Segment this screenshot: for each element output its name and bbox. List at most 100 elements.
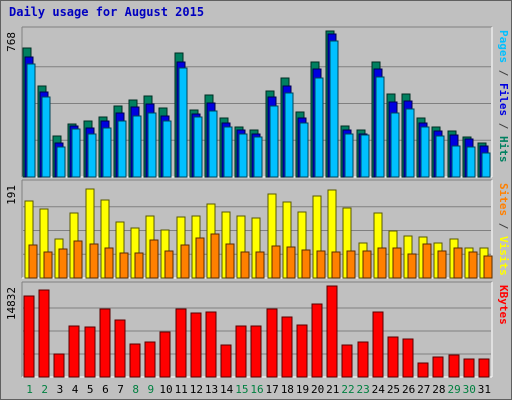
bar-kbytes-day-30 (463, 358, 475, 378)
bar-kbytes-day-6 (99, 308, 111, 378)
bar-pages-day-6 (102, 127, 112, 178)
bar-pages-day-16 (253, 136, 263, 178)
bar-pages-day-18 (284, 92, 294, 178)
bar-sites-day-23 (362, 250, 372, 279)
bar-kbytes-day-13 (205, 311, 217, 378)
x-tick-label-day-23: 23 (357, 383, 370, 396)
y-max-label: 768 (5, 32, 18, 52)
x-tick-label-day-11: 11 (175, 383, 188, 396)
x-tick-label-day-13: 13 (205, 383, 218, 396)
bar-sites-day-13 (210, 233, 220, 279)
bar-sites-day-22 (346, 250, 356, 279)
bar-kbytes-day-26 (402, 338, 414, 378)
bar-pages-day-31 (481, 152, 491, 178)
bar-kbytes-day-16 (250, 325, 262, 378)
bar-kbytes-day-5 (84, 326, 96, 378)
bar-kbytes-day-9 (144, 341, 156, 378)
bar-kbytes-day-18 (281, 316, 293, 378)
bar-sites-day-5 (89, 243, 99, 279)
bar-pages-day-1 (26, 63, 36, 178)
bar-pages-day-4 (71, 128, 81, 178)
bar-sites-day-18 (286, 246, 296, 279)
legend-part: / (497, 116, 510, 136)
bar-pages-day-9 (147, 112, 157, 178)
x-tick-label-day-7: 7 (117, 383, 124, 396)
bar-sites-day-30 (468, 251, 478, 279)
x-tick-label-day-5: 5 (87, 383, 94, 396)
series-legend-label: Sites / Visits (497, 183, 510, 276)
bar-pages-day-21 (329, 40, 339, 178)
bar-sites-day-24 (377, 247, 387, 279)
series-legend-label: Pages / Files / Hits (497, 30, 510, 163)
y-max-label: 14832 (5, 287, 18, 320)
bar-pages-day-8 (132, 115, 142, 178)
bar-sites-day-29 (453, 247, 463, 279)
x-tick-label-day-27: 27 (417, 383, 430, 396)
bar-pages-day-10 (162, 120, 172, 178)
bar-kbytes-day-20 (311, 303, 323, 378)
bar-pages-day-7 (117, 120, 127, 178)
legend-part: / (497, 63, 510, 83)
bar-pages-day-26 (405, 108, 415, 178)
legend-part: Files (497, 83, 510, 116)
bar-kbytes-day-27 (417, 362, 429, 378)
bar-pages-day-24 (375, 76, 385, 178)
bar-kbytes-day-14 (220, 344, 232, 378)
series-legend-label: KBytes (497, 285, 510, 325)
bar-sites-day-28 (437, 250, 447, 279)
x-tick-label-day-16: 16 (250, 383, 263, 396)
bar-sites-day-16 (255, 251, 265, 279)
bar-sites-day-17 (271, 245, 281, 279)
y-max-label: 191 (5, 185, 18, 205)
bar-kbytes-day-8 (129, 343, 141, 378)
legend-part: Sites (497, 183, 510, 216)
x-tick-label-day-14: 14 (220, 383, 234, 396)
bar-kbytes-day-22 (341, 344, 353, 378)
x-tick-label-day-31: 31 (478, 383, 491, 396)
bar-kbytes-day-17 (266, 308, 278, 378)
legend-part: Visits (497, 236, 510, 276)
x-tick-label-day-26: 26 (402, 383, 415, 396)
bar-pages-day-23 (360, 134, 370, 178)
bar-sites-day-8 (134, 252, 144, 279)
x-tick-label-day-8: 8 (132, 383, 139, 396)
x-tick-label-day-24: 24 (372, 383, 386, 396)
bar-kbytes-day-19 (296, 324, 308, 378)
x-tick-label-day-29: 29 (447, 383, 460, 396)
x-tick-label-day-9: 9 (148, 383, 155, 396)
bar-kbytes-day-25 (387, 336, 399, 378)
bar-sites-day-7 (119, 252, 129, 279)
x-tick-label-day-17: 17 (266, 383, 279, 396)
bar-pages-day-19 (299, 122, 309, 178)
legend-part: KBytes (497, 285, 510, 325)
bar-pages-day-13 (208, 110, 218, 178)
x-tick-label-day-2: 2 (41, 383, 48, 396)
bar-kbytes-day-1 (23, 295, 35, 378)
bar-sites-day-9 (149, 239, 159, 279)
bar-kbytes-day-2 (38, 289, 50, 378)
x-tick-label-day-20: 20 (311, 383, 324, 396)
bar-kbytes-day-28 (432, 356, 444, 378)
bar-sites-day-11 (180, 244, 190, 279)
bar-sites-day-12 (195, 237, 205, 279)
bar-pages-day-30 (466, 146, 476, 178)
x-tick-label-day-21: 21 (326, 383, 339, 396)
bar-pages-day-11 (178, 67, 188, 178)
bar-pages-day-17 (269, 105, 279, 178)
legend-part: Pages (497, 30, 510, 63)
bar-kbytes-day-12 (190, 312, 202, 378)
bar-sites-day-31 (483, 255, 493, 279)
bar-kbytes-day-15 (235, 325, 247, 378)
bar-pages-day-2 (41, 96, 51, 178)
x-tick-label-day-18: 18 (281, 383, 294, 396)
bar-kbytes-day-29 (448, 354, 460, 378)
bar-sites-day-2 (43, 251, 53, 279)
x-tick-label-day-30: 30 (463, 383, 476, 396)
bar-sites-day-21 (331, 251, 341, 279)
bar-sites-day-25 (392, 247, 402, 279)
x-tick-label-day-3: 3 (57, 383, 64, 396)
bar-sites-day-19 (301, 249, 311, 279)
x-tick-label-day-4: 4 (72, 383, 79, 396)
bar-sites-day-15 (240, 251, 250, 279)
